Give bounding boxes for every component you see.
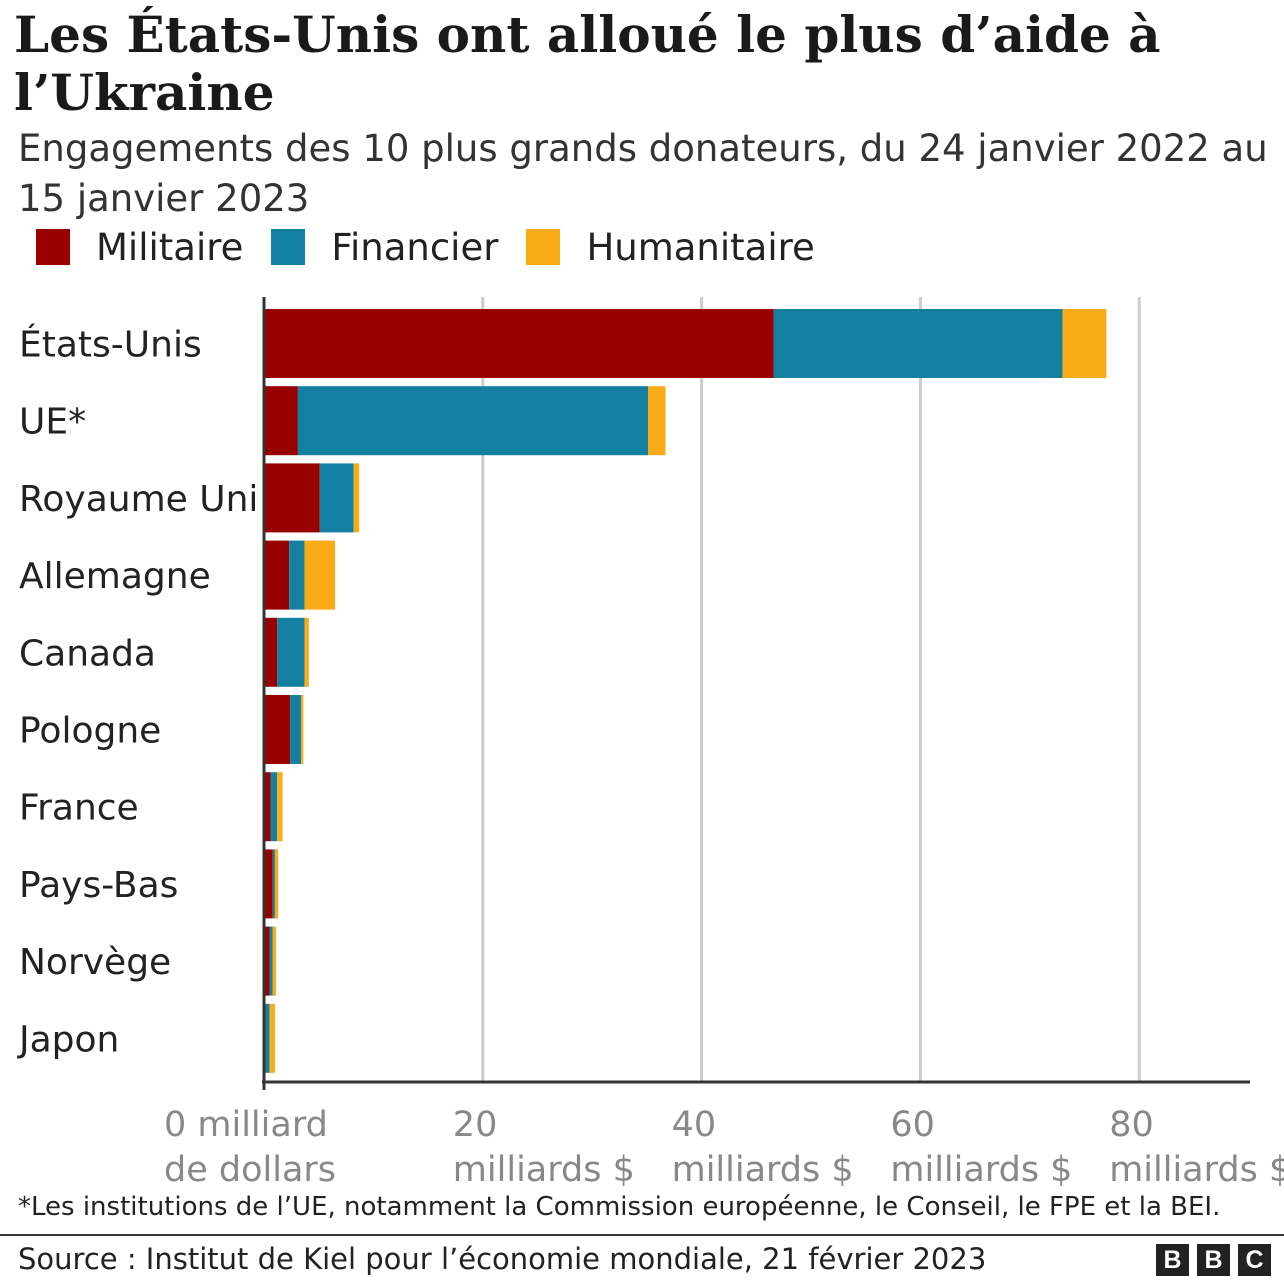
x-tick-label: 20 (453, 1105, 498, 1145)
category-label: États-Unis (19, 324, 202, 366)
category-label: France (19, 788, 139, 829)
source-text: Source : Institut de Kiel pour l’économi… (18, 1242, 987, 1276)
bar-segment-humanitaire (269, 1003, 275, 1073)
bbc-logo-letter: B (1156, 1244, 1189, 1276)
bar-segment-humanitaire (353, 463, 360, 533)
category-label: Allemagne (19, 556, 211, 597)
bar-segment-financier (289, 540, 305, 610)
bar-segment-militaire (264, 695, 291, 764)
bar-segment-humanitaire (304, 617, 309, 687)
x-tick-label: 0 milliard (164, 1105, 328, 1145)
x-tick-label: milliards $ (453, 1150, 635, 1190)
legend-label-militaire: Militaire (96, 225, 244, 269)
footer-divider (0, 1234, 1284, 1236)
bar-segment-humanitaire (301, 695, 304, 764)
bar-segment-humanitaire (647, 386, 666, 456)
x-tick-label: 60 (890, 1105, 935, 1145)
bbc-logo-letter: C (1238, 1244, 1271, 1276)
x-tick-label: de dollars (164, 1150, 336, 1190)
bar-segment-militaire (264, 617, 278, 687)
category-label: Canada (19, 633, 156, 674)
bar-segment-financier (290, 695, 302, 764)
legend-label-financier: Financier (331, 225, 499, 269)
legend-item-humanitaire: Humanitaire (526, 225, 815, 269)
category-label: Pays-Bas (19, 865, 178, 906)
bar-segment-financier (270, 772, 278, 842)
footnote: *Les institutions de l’UE, notamment la … (18, 1192, 1221, 1222)
bar-segment-militaire (264, 849, 273, 919)
bar-segment-humanitaire (277, 772, 283, 842)
chart-subtitle: Engagements des 10 plus grands donateurs… (18, 127, 1268, 220)
bar-segment-financier (319, 463, 354, 533)
x-tick-label: milliards $ (1109, 1150, 1284, 1190)
x-tick-label: 80 (1109, 1105, 1154, 1145)
bar-segment-militaire (264, 386, 298, 456)
x-tick-label: milliards $ (672, 1150, 854, 1190)
chart-legend: Militaire Financier Humanitaire (36, 222, 843, 272)
bbc-logo: B B C (1148, 1244, 1271, 1276)
legend-swatch-humanitaire (526, 229, 561, 265)
bar-segment-militaire (264, 926, 270, 996)
x-tick-label: milliards $ (890, 1150, 1072, 1190)
x-tick-label: 40 (672, 1105, 717, 1145)
bar-segment-financier (277, 617, 305, 687)
category-label: Japon (17, 1019, 119, 1060)
bar-segment-financier (264, 1003, 270, 1073)
legend-label-humanitaire: Humanitaire (586, 225, 815, 269)
bar-segment-humanitaire (304, 540, 336, 610)
bar-segment-financier (773, 309, 1063, 378)
chart-title: Les États-Unis ont alloué le plus d’aide… (14, 5, 1161, 122)
bbc-logo-letter: B (1197, 1244, 1230, 1276)
bar-segment-militaire (264, 772, 271, 842)
bar-segment-militaire (264, 540, 290, 610)
bar-segment-humanitaire (274, 849, 279, 919)
category-label: Royaume Uni (19, 479, 258, 520)
legend-item-militaire: Militaire (36, 226, 243, 269)
category-label: UE* (19, 402, 86, 443)
bar-segment-humanitaire (272, 926, 277, 996)
bar-segment-militaire (264, 463, 320, 533)
bar-segment-financier (272, 849, 275, 919)
bar-segment-financier (297, 386, 648, 456)
legend-item-financier: Financier (271, 226, 498, 269)
bar-segment-humanitaire (1062, 309, 1107, 378)
bar-segment-militaire (264, 309, 774, 378)
bar-segment-financier (269, 926, 273, 996)
legend-swatch-financier (271, 229, 306, 265)
category-label: Pologne (19, 711, 161, 752)
category-label: Norvège (19, 942, 171, 983)
legend-swatch-militaire (36, 229, 70, 265)
